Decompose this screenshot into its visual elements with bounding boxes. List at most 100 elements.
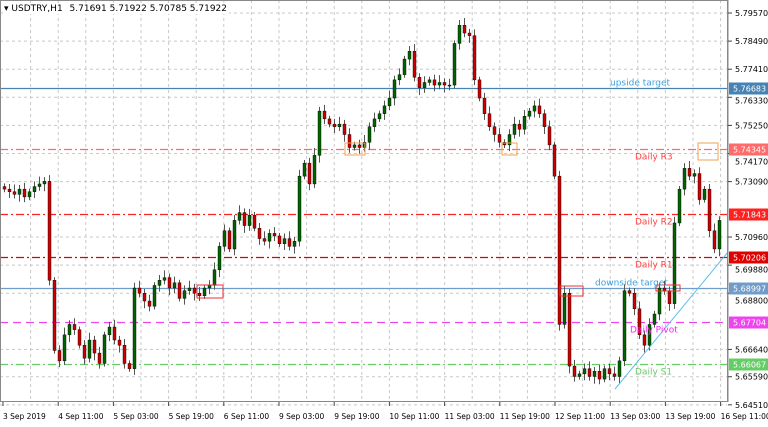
candle-body: [117, 339, 122, 346]
time-tick-label: 9 Sep 03:00: [279, 412, 325, 421]
candle-body: [357, 144, 362, 148]
candle-body: [622, 290, 627, 362]
box-red-1[interactable]: [196, 284, 224, 299]
price-tick-label: 5.79570: [735, 9, 768, 18]
candle-body: [62, 334, 67, 362]
candle-body: [232, 220, 237, 250]
candle-body: [652, 313, 657, 325]
price-tick-label: 5.75250: [735, 121, 768, 130]
box-red-2[interactable]: [559, 285, 584, 297]
candle-body: [92, 339, 97, 354]
candle-body: [277, 235, 282, 244]
candle-body: [72, 324, 77, 330]
candle-body: [282, 238, 287, 244]
candle-body: [412, 51, 417, 78]
candle-body: [22, 188, 27, 198]
candle-body: [142, 293, 147, 302]
candle-body: [52, 280, 57, 351]
candle-body: [252, 214, 257, 229]
level-label: upside target: [610, 79, 671, 89]
price-tag: [729, 358, 768, 371]
candle-body: [342, 123, 347, 135]
candle-body: [632, 293, 637, 310]
candle-body: [432, 79, 437, 86]
box-orange-1[interactable]: [344, 142, 366, 156]
candle-body: [477, 79, 482, 99]
candle-body: [497, 134, 502, 143]
price-tick-label: 5.70960: [735, 233, 768, 242]
level-label: Daily R1: [635, 261, 673, 271]
candle-body: [487, 113, 492, 127]
candle-body: [367, 126, 372, 143]
candle-body: [317, 110, 322, 156]
candle-body: [182, 290, 187, 299]
candle-body: [237, 212, 242, 221]
price-tick-label: 5.73090: [735, 178, 768, 187]
price-tick-label: 5.68800: [735, 297, 768, 306]
candle-body: [687, 168, 692, 177]
candle-body: [287, 238, 292, 247]
candle-body: [572, 365, 577, 377]
candle-body: [667, 290, 672, 304]
candle-body: [442, 82, 447, 86]
candle-body: [7, 188, 12, 192]
candle-body: [167, 277, 172, 289]
candle-body: [327, 118, 332, 125]
candle-body: [47, 181, 52, 281]
highlight-boxes: [196, 142, 719, 299]
candle-body: [42, 181, 47, 185]
candle-body: [257, 227, 262, 239]
candle-body: [17, 188, 22, 195]
candle-body: [132, 287, 137, 369]
time-tick-label: 16 Sep 11:00: [721, 412, 768, 421]
candle-body: [427, 79, 432, 83]
candle-body: [612, 373, 617, 377]
price-tag: [729, 282, 768, 295]
box-orange-2[interactable]: [501, 142, 518, 156]
candle-body: [137, 287, 142, 294]
candle-body: [607, 368, 612, 375]
price-tick-label: 5.66640: [735, 345, 768, 354]
time-tick-label: 3 Sep 2019: [3, 412, 46, 421]
candle-body: [577, 373, 582, 377]
candle-body: [502, 142, 507, 146]
candle-body: [517, 123, 522, 130]
candle-body: [567, 293, 572, 367]
candle-body: [697, 173, 702, 200]
candle-body: [532, 105, 537, 112]
candle-body: [127, 363, 132, 369]
candle-body: [407, 51, 412, 60]
candle-body: [227, 230, 232, 250]
price-axis[interactable]: 5.79570 5.78490 5.77410 5.76330 5.75250 5.741…: [727, 0, 768, 427]
box-red-3[interactable]: [655, 284, 681, 292]
candle-body: [267, 233, 272, 242]
candle-body: [682, 168, 687, 190]
candle-body: [452, 43, 457, 86]
price-tick-label: 5.76330: [735, 97, 768, 106]
candle-body: [147, 300, 152, 307]
price-tag: [729, 251, 768, 264]
candle-body: [112, 326, 117, 341]
candle-body: [187, 287, 192, 291]
time-tick-label: 12 Sep 11:00: [555, 412, 605, 421]
candle-body: [217, 246, 222, 271]
trendline[interactable]: [614, 251, 729, 390]
price-tag: [729, 208, 768, 221]
candle-body: [177, 282, 182, 299]
horizontal-levels: [0, 87, 727, 366]
candle-body: [207, 285, 212, 289]
candle-body: [702, 188, 707, 200]
box-orange-3[interactable]: [697, 142, 719, 161]
candle-body: [122, 345, 127, 364]
candle-body: [707, 188, 712, 231]
plot-frame: [0, 0, 728, 402]
triangle-down-icon[interactable]: ▾: [4, 4, 9, 14]
candle-body: [157, 280, 162, 286]
candle-body: [522, 116, 527, 130]
candle-body: [402, 58, 407, 75]
price-tick-label: 5.64510: [735, 401, 768, 410]
time-axis[interactable]: 3 Sep 2019 4 Sep 11:00 5 Sep 03:00 5 Sep 19…: [2, 402, 768, 421]
candle-body: [657, 287, 662, 315]
candle-body: [617, 360, 622, 377]
